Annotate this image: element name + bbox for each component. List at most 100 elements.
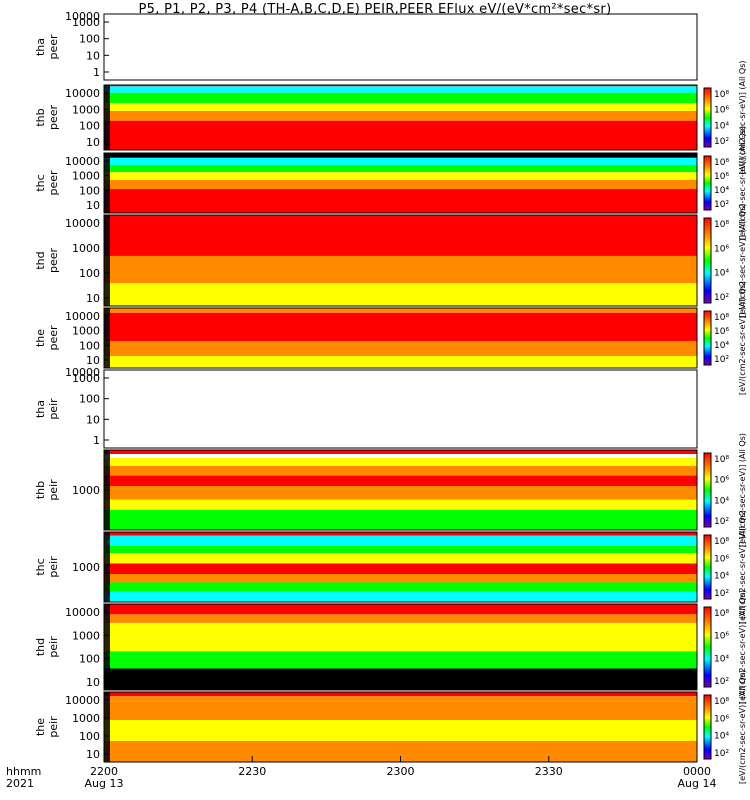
- y-tick-label: 1000: [72, 103, 100, 116]
- colorbar-tick-label: 10⁶: [714, 554, 729, 564]
- colorbar-tick-label: 10⁴: [714, 121, 729, 131]
- heatmap-band: [104, 546, 697, 553]
- y-tick-label: 10000: [65, 310, 100, 323]
- panel-ylabel-probe: tha: [34, 38, 47, 56]
- x-tick-label: 2330: [535, 765, 563, 778]
- y-tick-label: 1000: [72, 372, 100, 385]
- y-tick-label: 100: [79, 33, 100, 46]
- heatmap-band: [104, 111, 697, 121]
- colorbar-tick-label: 10⁴: [714, 572, 729, 582]
- colorbar-tick-label: 10²: [714, 137, 729, 147]
- heatmap-edge: [104, 308, 110, 368]
- heatmap-band: [104, 532, 697, 536]
- heatmap-edge: [104, 85, 110, 150]
- heatmap-band: [104, 634, 697, 652]
- y-tick-label: 10: [86, 199, 100, 212]
- heatmap-band: [104, 622, 697, 635]
- panel-ylabel-probe: thc: [34, 558, 47, 575]
- x-tick-label: 2230: [238, 765, 266, 778]
- panel-ylabel-probe: thc: [34, 174, 47, 191]
- y-tick-label: 10000: [65, 217, 100, 230]
- y-tick-label: 1000: [72, 629, 100, 642]
- panel-ylabel-probe: the: [34, 329, 47, 347]
- heatmap-band: [104, 215, 697, 256]
- panel-ylabel-kind: peer: [47, 34, 60, 60]
- colorbar-units-label: [eV/(cm2-sec-sr-eV)] (All Qs): [738, 590, 747, 704]
- colorbar-tick-label: 10²: [714, 293, 729, 303]
- y-tick-label: 10000: [65, 155, 100, 168]
- y-tick-label: 1: [93, 434, 100, 447]
- heatmap-band: [104, 255, 697, 284]
- heatmap-edge: [104, 692, 110, 762]
- y-tick-label: 10: [86, 354, 100, 367]
- colorbar-tick-label: 10⁸: [714, 313, 729, 323]
- y-tick-label: 10: [86, 136, 100, 149]
- colorbar-tick-label: 10⁴: [714, 732, 729, 742]
- panel-ylabel-kind: peir: [47, 556, 60, 578]
- y-tick-label: 10000: [65, 366, 100, 379]
- colorbar-tick-label: 10⁸: [714, 609, 729, 619]
- y-tick-label: 10000: [65, 10, 100, 23]
- y-tick-label: 1000: [72, 484, 100, 497]
- colorbar-tick-label: 10²: [714, 517, 729, 527]
- panel-ylabel-probe: thb: [34, 481, 47, 499]
- heatmap-band: [104, 189, 697, 213]
- colorbar: [703, 87, 712, 148]
- y-tick-label: 1: [93, 66, 100, 79]
- heatmap-band: [104, 458, 697, 466]
- heatmap-band: [104, 475, 697, 486]
- y-tick-label: 10: [86, 748, 100, 761]
- heatmap-band: [104, 312, 697, 341]
- panel-ylabel-kind: peir: [47, 398, 60, 420]
- heatmap-edge: [104, 604, 110, 690]
- y-tick-label: 10: [86, 413, 100, 426]
- colorbar-tick-label: 10²: [714, 200, 729, 210]
- x-tick-date: Aug 14: [678, 777, 717, 790]
- heatmap-band: [104, 668, 697, 690]
- colorbar-tick-label: 10²: [714, 589, 729, 599]
- colorbar-tick-label: 10⁴: [714, 341, 729, 351]
- y-tick-label: 1000: [72, 170, 100, 183]
- y-tick-label: 10: [86, 49, 100, 62]
- panel-thd-peir: 10000 1000 100 10 thd peir 10⁸ 10⁶ 10⁴ 10² [eV/(cm…: [34, 590, 747, 704]
- heatmap-band: [104, 356, 697, 368]
- heatmap-band: [104, 582, 697, 592]
- colorbar-tick-label: 10⁴: [714, 654, 729, 664]
- colorbar-units-label: [eV/(cm2-sec-sr-eV)] (All Qs): [738, 510, 747, 624]
- colorbar-tick-label: 10²: [714, 749, 729, 759]
- panel-frame: [103, 84, 698, 151]
- y-tick-label: 100: [79, 393, 100, 406]
- colorbar-tick-label: 10²: [714, 355, 729, 365]
- colorbar-tick-label: 10⁸: [714, 697, 729, 707]
- heatmap-edge: [104, 215, 110, 306]
- heatmap-band: [104, 692, 697, 697]
- panel-ylabel-kind: peer: [47, 170, 60, 196]
- heatmap-band: [104, 486, 697, 500]
- panel-ylabel-kind: peir: [47, 636, 60, 658]
- panel-thb-peir: 1000 thb peir 10⁸ 10⁶ 10⁴ 10² [eV/(cm2-sec-sr-e…: [34, 433, 747, 547]
- colorbar: [703, 217, 712, 304]
- y-tick-label: 10: [86, 292, 100, 305]
- panel-frame: [103, 214, 698, 307]
- x-tick-label: 0000: [683, 765, 711, 778]
- panel-ylabel-kind: peer: [47, 105, 60, 131]
- heatmap-band: [104, 85, 697, 87]
- heatmap-band: [104, 553, 697, 564]
- colorbar-units-label: [eV/(cm2-sec-sr-eV)] (All Qs): [738, 203, 747, 317]
- y-tick-label: 10000: [65, 606, 100, 619]
- y-tick-label: 1000: [72, 16, 100, 29]
- heatmap-band: [104, 466, 697, 476]
- colorbar-tick-label: 10⁴: [714, 186, 729, 196]
- panel-frame: [103, 603, 698, 691]
- heatmap-band: [104, 614, 697, 623]
- heatmap-band: [104, 563, 697, 574]
- panel-ylabel-kind: peer: [47, 248, 60, 274]
- colorbar-units-label: [eV/(cm2-sec-sr-eV)] (All Qs): [738, 126, 747, 240]
- heatmap-band: [104, 604, 697, 615]
- heatmap-band: [104, 535, 697, 546]
- panel-ylabel-probe: thd: [34, 638, 47, 656]
- colorbar: [703, 534, 712, 600]
- colorbar-tick-label: 10²: [714, 677, 729, 687]
- heatmap-band: [104, 103, 697, 111]
- panel-tha-peer: 1000 100 10 1 10000 tha peer: [34, 10, 698, 81]
